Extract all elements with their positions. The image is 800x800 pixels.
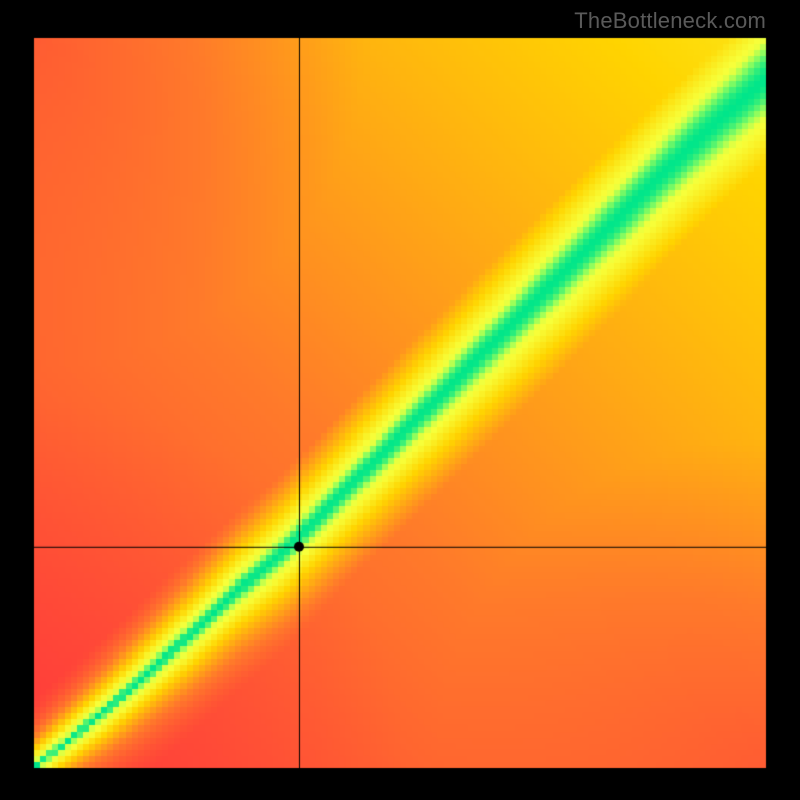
chart-container: TheBottleneck.com [0, 0, 800, 800]
watermark-text: TheBottleneck.com [574, 8, 766, 34]
bottleneck-heatmap-canvas [0, 0, 800, 800]
